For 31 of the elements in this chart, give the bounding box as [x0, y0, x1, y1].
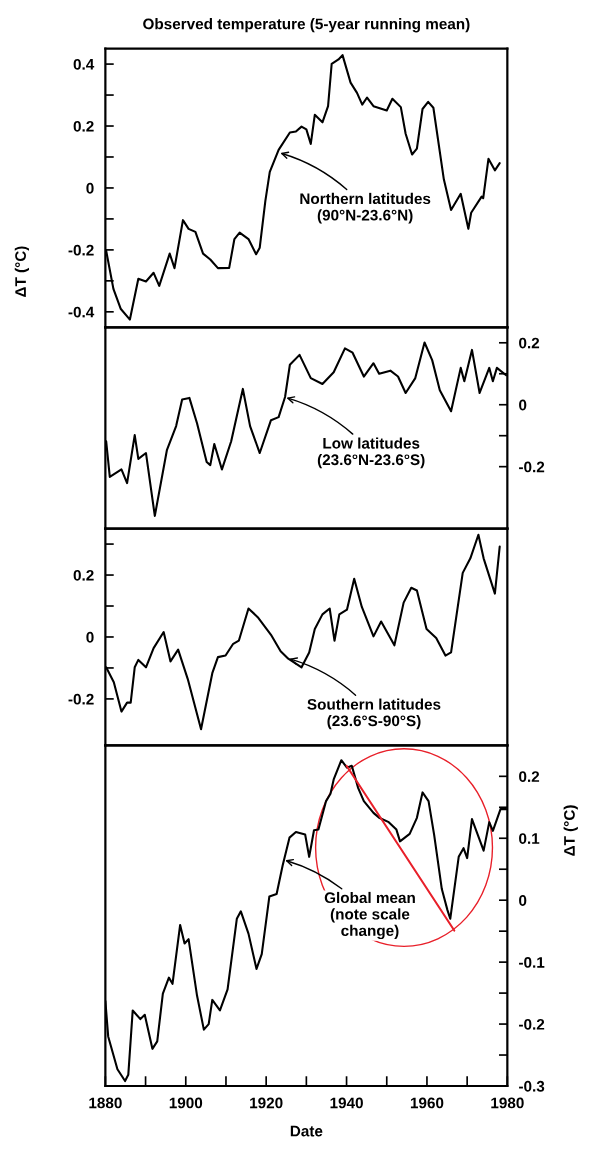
annotation: Northern latitudes (90°N-23.6°N) — [300, 192, 431, 224]
y-tick-label: -0.4 — [68, 306, 95, 318]
y-tick-label: 0 — [519, 399, 527, 411]
y-tick-label: 0.1 — [519, 833, 540, 844]
x-tick-label: 1940 — [330, 1097, 363, 1109]
y-tick-label: 0.2 — [519, 337, 540, 349]
annotation: Southern latitudes (23.6°S-90°S) — [307, 698, 441, 730]
annotation: Low latitudes (23.6°N-23.6°S) — [317, 437, 425, 469]
y-tick-label: 0.2 — [519, 771, 540, 783]
y-tick-label: -0.2 — [519, 461, 545, 473]
y-tick-label: 0 — [519, 895, 527, 906]
y-tick-label: 0.2 — [73, 569, 94, 581]
y-axis-title: ΔT (°C) — [563, 805, 578, 856]
y-tick-label: -0.2 — [68, 693, 94, 705]
y-axis-title: ΔT (°C) — [14, 246, 29, 297]
y-tick-label: -0.2 — [519, 1018, 545, 1030]
x-axis-title: Date — [290, 1125, 323, 1137]
y-tick-label: -0.1 — [519, 957, 545, 968]
y-tick-label: 0.2 — [73, 120, 94, 132]
y-tick-label: 0.4 — [73, 58, 95, 70]
y-tick-label: 0 — [86, 182, 94, 194]
y-tick-label: 0 — [86, 631, 94, 643]
y-tick-label: -0.3 — [519, 1080, 545, 1092]
chart-title: Observed temperature (5-year running mean) — [143, 18, 470, 33]
annotation: Global mean (note scale change) — [324, 891, 415, 940]
x-tick-label: 1980 — [491, 1097, 524, 1109]
x-tick-label: 1900 — [169, 1097, 203, 1109]
x-tick-label: 1920 — [250, 1097, 283, 1109]
y-tick-label: -0.2 — [68, 244, 94, 256]
x-tick-label: 1960 — [410, 1097, 444, 1109]
x-tick-label: 1880 — [89, 1097, 122, 1109]
